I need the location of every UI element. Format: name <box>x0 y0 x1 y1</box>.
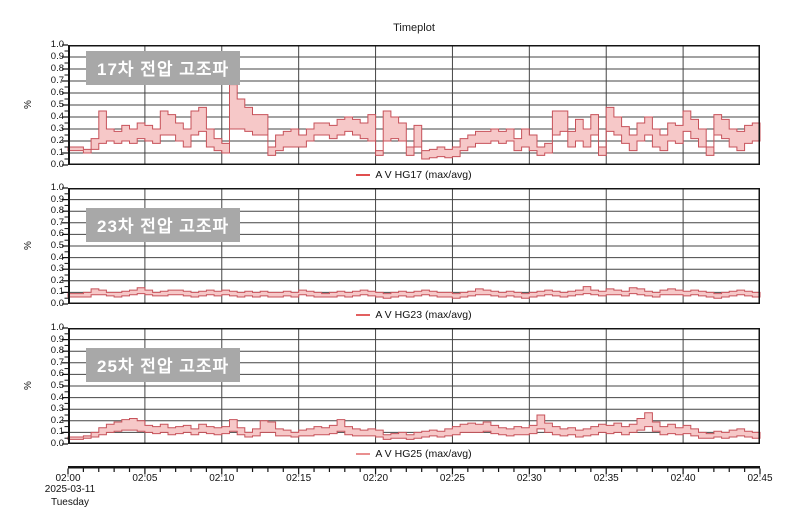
y-tick-label: 0.8 <box>50 205 64 217</box>
y-tick-label: 0.2 <box>50 414 64 426</box>
y-tick-label: 0.3 <box>50 263 64 275</box>
legend-line-icon <box>356 453 371 455</box>
y-tick-label: 0.9 <box>50 333 64 345</box>
y-axis-label: % <box>22 100 34 109</box>
y-tick-label: 0.3 <box>50 403 64 415</box>
y-axis-label: % <box>22 381 34 390</box>
legend-label-hg17: A V HG17 (max/avg) <box>375 169 472 181</box>
x-tick-label: 02:10 <box>209 473 235 484</box>
y-tick-label: 0.3 <box>50 123 64 134</box>
legend-hg23: A V HG23 (max/avg) <box>68 309 760 321</box>
y-tick-label: 0.4 <box>50 251 64 263</box>
y-tick-label: 0.6 <box>50 228 64 240</box>
y-tick-label: 0.9 <box>50 193 64 205</box>
x-axis-ticks <box>67 466 761 475</box>
x-tick-label: 02:35 <box>593 473 619 484</box>
y-axis-ticks: 1.0 0.9 0.8 0.7 0.6 0.5 0.4 0.3 0.2 0.1 0.0 <box>34 40 64 170</box>
y-axis-ticks: 1.0 0.9 0.8 0.7 0.6 0.5 0.4 0.3 0.2 0.1 0.0 <box>34 183 64 309</box>
y-tick-label: 0.6 <box>50 87 64 98</box>
x-tick-label: 02:05 <box>132 473 158 484</box>
x-axis <box>67 466 761 480</box>
chart-title: Timeplot <box>393 22 435 34</box>
y-tick-label: 0.5 <box>50 99 64 110</box>
y-tick-label: 0.0 <box>50 438 64 449</box>
y-tick-label: 0.6 <box>50 368 64 380</box>
y-tick-label: 0.7 <box>50 356 64 368</box>
legend-line-icon <box>356 314 371 316</box>
x-tick-label: 02:45 <box>747 473 773 484</box>
y-tick-label: 0.2 <box>50 274 64 286</box>
plot-title-hg17: 17차 전압 고조파 <box>86 51 241 85</box>
y-tick-label: 0.4 <box>50 391 64 403</box>
legend-label-hg25: A V HG25 (max/avg) <box>375 448 472 460</box>
x-tick-label: 02:30 <box>516 473 542 484</box>
legend-label-hg23: A V HG23 (max/avg) <box>375 309 472 321</box>
x-tick-label: 02:15 <box>286 473 312 484</box>
plot-area-hg25 <box>62 327 761 445</box>
y-tick-label: 0.9 <box>50 51 64 62</box>
x-tick-label: 02:00 <box>55 473 81 484</box>
x-tick-label: 02:25 <box>439 473 465 484</box>
x-tick-label: 02:40 <box>670 473 696 484</box>
y-tick-label: 0.2 <box>50 135 64 146</box>
y-axis-label: % <box>22 241 34 250</box>
y-tick-label: 0.5 <box>50 380 64 391</box>
plot-area-hg23 <box>62 187 761 305</box>
x-axis-weekday: Tuesday <box>51 497 89 508</box>
y-tick-label: 0.0 <box>50 159 64 170</box>
y-tick-label: 0.4 <box>50 111 64 122</box>
y-tick-label: 0.1 <box>50 286 64 298</box>
y-tick-label: 0.7 <box>50 216 64 228</box>
y-tick-label: 1.0 <box>50 182 64 193</box>
y-tick-label: 0.7 <box>50 75 64 86</box>
x-tick-label: 02:20 <box>363 473 389 484</box>
y-tick-label: 1.0 <box>50 322 64 333</box>
y-tick-label: 0.8 <box>50 345 64 357</box>
y-tick-label: 0.1 <box>50 426 64 438</box>
legend-hg25: A V HG25 (max/avg) <box>68 448 760 460</box>
x-axis-date: 2025-03-11 <box>44 484 96 495</box>
band-chart-hg25 <box>62 327 761 445</box>
band-chart-hg17 <box>62 44 761 166</box>
y-tick-label: 0.1 <box>50 147 64 158</box>
y-tick-label: 1.0 <box>50 39 64 50</box>
plot-title-hg23: 23차 전압 고조파 <box>86 208 241 242</box>
band-chart-hg23 <box>62 187 761 305</box>
legend-hg17: A V HG17 (max/avg) <box>68 169 760 181</box>
plot-title-hg25: 25차 전압 고조파 <box>86 348 241 382</box>
plot-area-hg17 <box>62 44 761 166</box>
y-tick-label: 0.5 <box>50 240 64 251</box>
y-axis-ticks: 1.0 0.9 0.8 0.7 0.6 0.5 0.4 0.3 0.2 0.1 0.0 <box>34 323 64 449</box>
y-tick-label: 0.8 <box>50 63 64 74</box>
legend-line-icon <box>356 174 371 176</box>
y-tick-label: 0.0 <box>50 298 64 309</box>
